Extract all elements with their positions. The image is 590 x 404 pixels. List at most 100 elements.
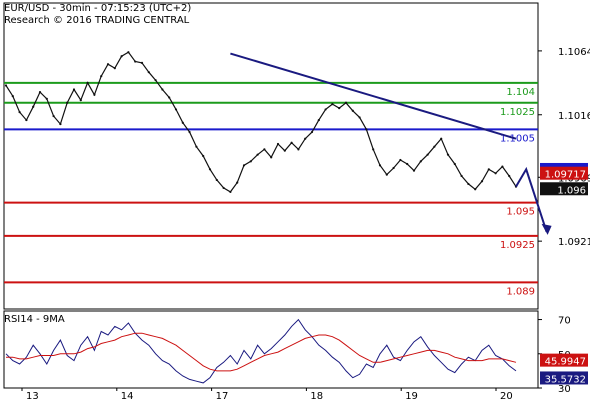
chart-copyright: Research © 2016 TRADING CENTRAL xyxy=(4,15,190,26)
rsi-tag-bg xyxy=(540,353,588,367)
price-point xyxy=(134,60,137,63)
price-point xyxy=(106,63,110,66)
price-point xyxy=(202,154,205,158)
price-point xyxy=(168,96,171,99)
price-point xyxy=(406,162,409,166)
price-point xyxy=(79,99,82,102)
price-point xyxy=(426,153,429,156)
price-point xyxy=(72,88,76,91)
rsi-y-tick-label: 70 xyxy=(558,316,571,327)
price-point xyxy=(249,160,252,163)
price-point xyxy=(208,168,212,171)
price-point xyxy=(38,91,42,94)
price-tag-bg xyxy=(540,166,588,180)
price-point xyxy=(446,153,450,156)
rsi-tag-label: 35.5732 xyxy=(545,374,586,385)
price-point xyxy=(32,105,35,108)
price-point xyxy=(256,153,259,156)
rsi-series-line xyxy=(5,318,517,384)
forecast-arrow xyxy=(515,166,548,233)
price-point xyxy=(433,145,436,148)
price-point xyxy=(310,130,314,134)
price-point xyxy=(365,128,368,131)
price-tag-label: 1.09717 xyxy=(545,170,586,181)
main-frame xyxy=(3,2,539,310)
price-point xyxy=(331,103,334,106)
price-point xyxy=(52,114,55,118)
price-point xyxy=(487,168,490,171)
price-point xyxy=(4,84,8,87)
price-point xyxy=(25,118,28,122)
y-tick-label: 1.1016 xyxy=(558,111,590,122)
price-point xyxy=(222,186,225,190)
price-point xyxy=(270,156,273,159)
price-point xyxy=(290,141,293,144)
price-point xyxy=(263,148,266,151)
price-point xyxy=(474,188,477,191)
price-point xyxy=(480,180,484,183)
level-label: 1.0925 xyxy=(500,240,535,251)
price-point xyxy=(100,75,103,78)
price-point xyxy=(86,81,89,84)
x-tick-label: 14 xyxy=(121,391,134,400)
x-tick-label: 18 xyxy=(310,391,323,400)
rsi-frame xyxy=(3,310,539,389)
price-point xyxy=(317,118,320,122)
price-point xyxy=(508,174,511,178)
price-point xyxy=(378,164,382,167)
price-point xyxy=(140,61,144,64)
price-point xyxy=(236,181,239,184)
price-point xyxy=(18,110,21,114)
price-tag-bg xyxy=(540,182,588,196)
price-point xyxy=(161,88,164,91)
price-point xyxy=(113,67,116,70)
price-point xyxy=(385,173,388,176)
price-point xyxy=(372,148,375,151)
price-point xyxy=(297,148,300,151)
price-point xyxy=(358,116,361,119)
rsi-y-tick-label: 30 xyxy=(558,384,571,395)
level-label: 1.1005 xyxy=(500,133,535,144)
price-point xyxy=(11,95,14,98)
price-series-line xyxy=(5,51,517,193)
price-point xyxy=(501,165,504,168)
price-point xyxy=(93,93,96,96)
level-label: 1.095 xyxy=(506,207,535,218)
price-point xyxy=(412,169,416,172)
price-point xyxy=(467,182,470,186)
y-tick-label: 1.0921 xyxy=(558,237,590,248)
x-tick-label: 19 xyxy=(405,391,418,400)
price-point xyxy=(45,97,48,100)
price-point xyxy=(460,174,463,178)
rsi-tag-bg xyxy=(540,371,588,385)
price-point xyxy=(338,107,341,110)
price-point xyxy=(304,137,307,140)
price-point xyxy=(154,79,157,82)
price-point xyxy=(399,158,402,162)
rsi-title: RSI14 - 9MA xyxy=(4,314,65,325)
price-point xyxy=(242,164,246,167)
price-point xyxy=(229,190,232,194)
y-tick-label: 1.1064 xyxy=(558,47,590,58)
x-tick-label: 20 xyxy=(500,391,513,400)
price-point xyxy=(181,121,184,124)
price-point xyxy=(66,101,69,104)
price-point xyxy=(392,166,395,170)
price-point xyxy=(494,172,497,175)
price-point xyxy=(127,51,130,54)
price-point xyxy=(120,55,123,58)
price-point xyxy=(59,122,62,126)
price-point xyxy=(440,137,443,140)
forecast-arrow-head xyxy=(541,223,552,235)
price-point xyxy=(188,130,191,134)
x-tick-label: 17 xyxy=(216,391,229,400)
x-tick-label: 13 xyxy=(26,391,39,400)
price-tag-label: 1.096 xyxy=(557,185,586,196)
price-point xyxy=(419,160,422,163)
level-label: 1.104 xyxy=(506,87,535,98)
rsi-tag-label: 45.9947 xyxy=(545,357,586,368)
price-point xyxy=(351,109,354,112)
price-point xyxy=(276,142,280,146)
price-point xyxy=(215,178,218,182)
price-point xyxy=(283,149,286,152)
